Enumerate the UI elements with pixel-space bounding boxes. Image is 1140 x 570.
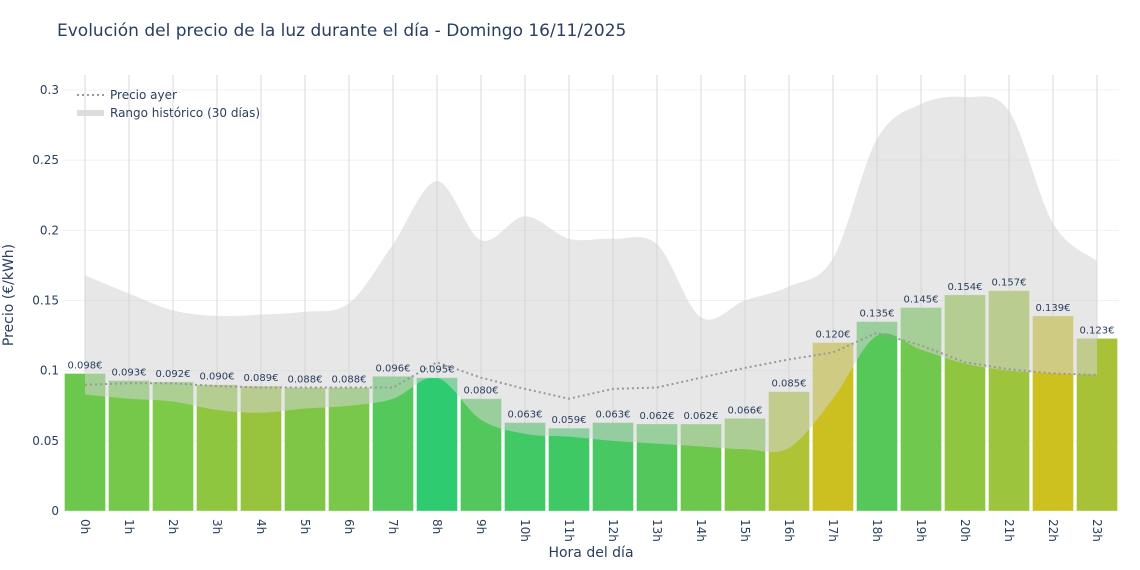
x-tick-label: 6h bbox=[342, 519, 356, 534]
yesterday-price-line bbox=[84, 331, 1098, 400]
x-tick-label: 14h bbox=[694, 519, 708, 542]
data-label: 0.095€ bbox=[420, 365, 455, 376]
x-tick-label: 16h bbox=[782, 519, 796, 542]
x-tick-label: 15h bbox=[738, 519, 752, 542]
chart-title: Evolución del precio de la luz durante e… bbox=[57, 21, 627, 41]
x-tick-label: 12h bbox=[606, 519, 620, 542]
x-tick-label: 23h bbox=[1090, 519, 1104, 542]
data-label: 0.066€ bbox=[728, 405, 763, 416]
data-label: 0.062€ bbox=[640, 411, 675, 422]
x-tick-label: 17h bbox=[826, 519, 840, 542]
data-label: 0.139€ bbox=[1036, 303, 1071, 314]
legend-label-yesterday: Precio ayer bbox=[110, 88, 177, 102]
data-label: 0.154€ bbox=[948, 282, 983, 293]
data-label: 0.093€ bbox=[112, 367, 147, 378]
y-tick-label: 0.05 bbox=[32, 434, 59, 448]
x-tick-label: 9h bbox=[474, 519, 488, 534]
data-label: 0.098€ bbox=[68, 360, 103, 371]
data-label: 0.157€ bbox=[992, 278, 1027, 289]
data-label: 0.063€ bbox=[508, 410, 543, 421]
x-tick-label: 5h bbox=[298, 519, 312, 534]
data-label: 0.080€ bbox=[464, 386, 499, 397]
legend-label-range: Rango histórico (30 días) bbox=[110, 106, 260, 120]
y-tick-label: 0.25 bbox=[32, 153, 59, 167]
data-label: 0.059€ bbox=[552, 415, 587, 426]
x-tick-label: 22h bbox=[1046, 519, 1060, 542]
data-label: 0.135€ bbox=[860, 309, 895, 320]
data-label: 0.089€ bbox=[244, 373, 279, 384]
x-tick-label: 10h bbox=[518, 519, 532, 542]
data-label: 0.092€ bbox=[156, 369, 191, 380]
bar bbox=[108, 379, 150, 512]
x-tick-label: 4h bbox=[254, 519, 268, 534]
data-label: 0.120€ bbox=[816, 330, 851, 341]
x-tick-label: 8h bbox=[430, 519, 444, 534]
bar bbox=[856, 321, 898, 512]
data-label: 0.090€ bbox=[200, 372, 235, 383]
data-label: 0.096€ bbox=[376, 363, 411, 374]
data-label: 0.088€ bbox=[332, 375, 367, 386]
y-tick-label: 0.15 bbox=[32, 294, 59, 308]
data-label: 0.063€ bbox=[596, 410, 631, 421]
data-label: 0.062€ bbox=[684, 411, 719, 422]
x-tick-label: 7h bbox=[386, 519, 400, 534]
historical-range-band bbox=[85, 96, 1097, 453]
bar bbox=[328, 387, 370, 512]
y-tick-label: 0.1 bbox=[40, 364, 59, 378]
x-tick-label: 21h bbox=[1002, 519, 1016, 542]
y-tick-label: 0 bbox=[51, 504, 59, 518]
y-tick-label: 0.3 bbox=[40, 83, 59, 97]
data-label: 0.085€ bbox=[772, 379, 807, 390]
x-tick-label: 11h bbox=[562, 519, 576, 542]
y-tick-label: 0.2 bbox=[40, 223, 59, 237]
data-label: 0.145€ bbox=[904, 295, 939, 306]
x-tick-label: 3h bbox=[210, 519, 224, 534]
x-tick-label: 18h bbox=[870, 519, 884, 542]
y-axis-title: Precio (€/kWh) bbox=[1, 244, 17, 346]
x-tick-label: 19h bbox=[914, 519, 928, 542]
bar bbox=[548, 427, 590, 512]
x-tick-label: 13h bbox=[650, 519, 664, 542]
x-axis-title: Hora del día bbox=[548, 545, 633, 561]
bar bbox=[416, 377, 458, 512]
x-tick-label: 0h bbox=[78, 519, 92, 534]
data-label: 0.088€ bbox=[288, 375, 323, 386]
bar bbox=[504, 422, 546, 512]
x-tick-label: 20h bbox=[958, 519, 972, 542]
data-label: 0.123€ bbox=[1080, 325, 1115, 336]
x-tick-label: 2h bbox=[166, 519, 180, 534]
x-tick-label: 1h bbox=[122, 519, 136, 534]
